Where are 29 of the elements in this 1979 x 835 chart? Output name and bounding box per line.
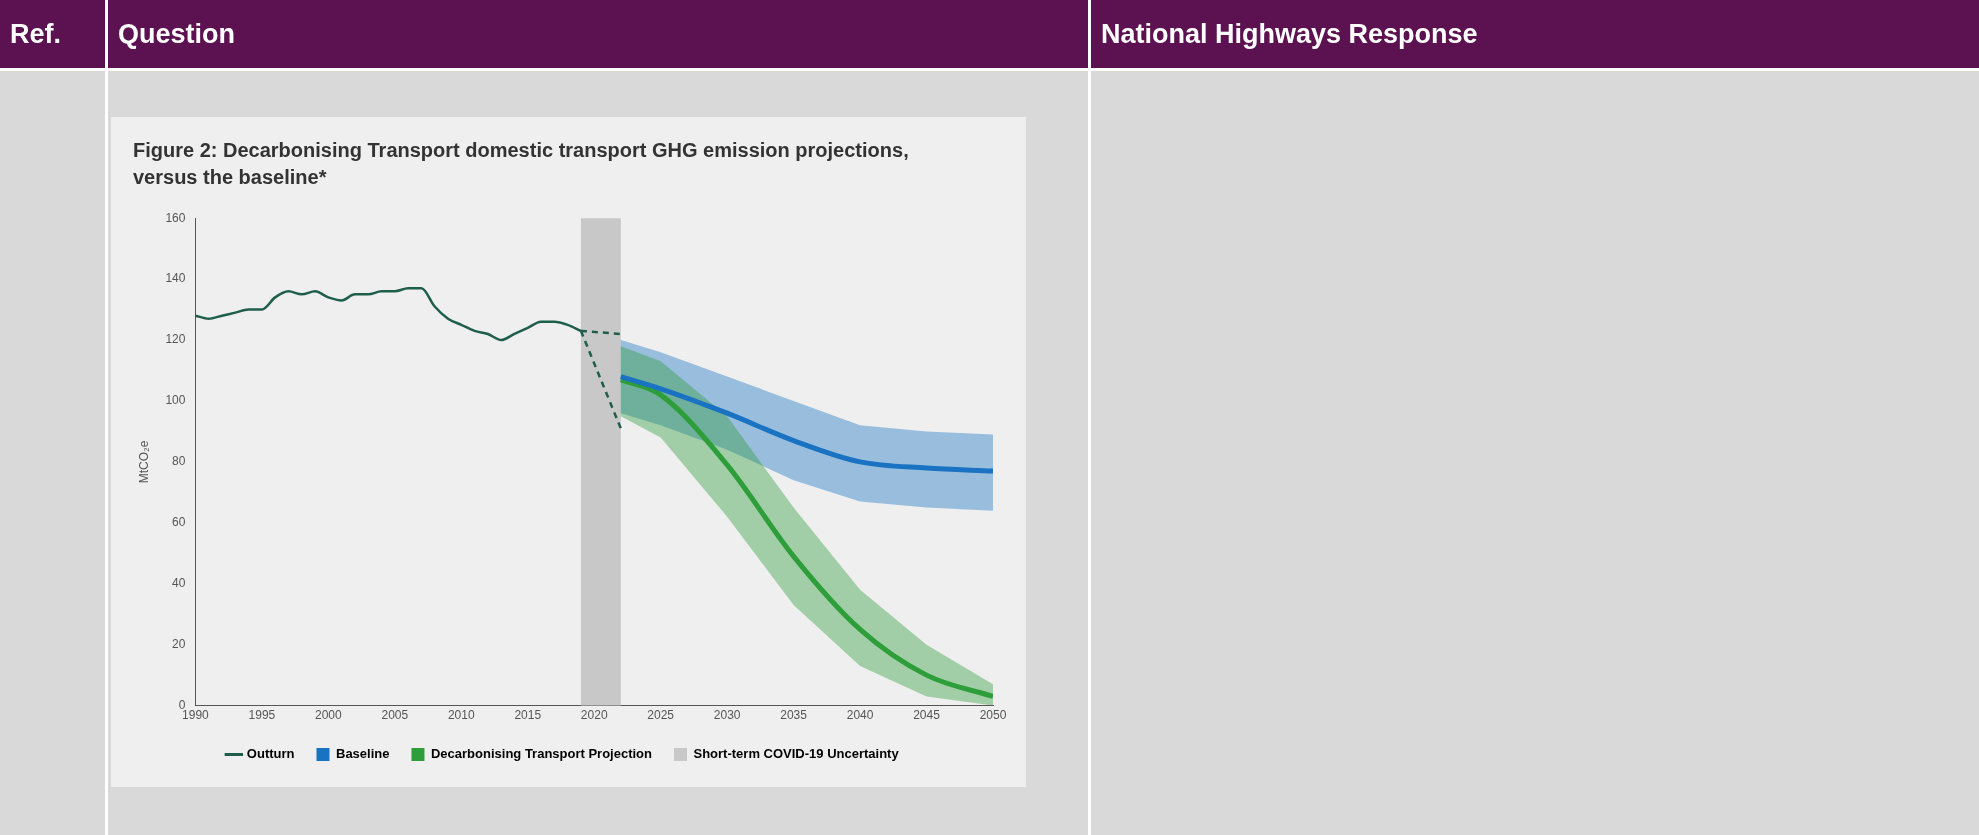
x-tick-label: 1995	[248, 708, 276, 723]
x-tick-label: 2015	[514, 708, 542, 723]
x-tick-label: 2040	[846, 708, 874, 723]
y-tick-label: 40	[172, 576, 186, 591]
y-tick-label: 160	[165, 210, 186, 225]
x-tick-label: 2025	[647, 708, 675, 723]
y-axis-title: MtCO₂e	[136, 440, 151, 484]
y-tick-label: 120	[165, 332, 186, 347]
x-tick-label: 2020	[580, 708, 608, 723]
legend-label: Decarbonising Transport Projection	[430, 746, 653, 762]
text: Ref.	[0, 0, 105, 68]
x-tick-label: 2030	[713, 708, 741, 723]
x-tick-label: 2050	[979, 708, 1007, 723]
legend-label: Short-term COVID-19 Uncertainty	[693, 746, 900, 762]
y-tick-label: 100	[165, 393, 186, 408]
x-tick-label: 2005	[381, 708, 409, 723]
chart-title: Figure 2: Decarbonising Transport domestic transport GHG emission projections, versus the baseline*	[133, 138, 910, 190]
text: Question	[108, 0, 1088, 68]
legend-label: Outturn	[246, 746, 295, 762]
x-tick-label: 2045	[913, 708, 941, 723]
y-tick-label: 140	[165, 271, 186, 286]
y-tick-label: 60	[172, 515, 186, 530]
y-tick-label: 20	[172, 636, 186, 651]
x-tick-label: 2035	[780, 708, 808, 723]
y-tick-label: 80	[172, 454, 186, 469]
legend-label: Baseline	[336, 746, 390, 762]
x-tick-label: 2010	[447, 708, 475, 723]
text: National Highways Response	[1091, 0, 1979, 68]
x-tick-label: 2000	[315, 708, 343, 723]
